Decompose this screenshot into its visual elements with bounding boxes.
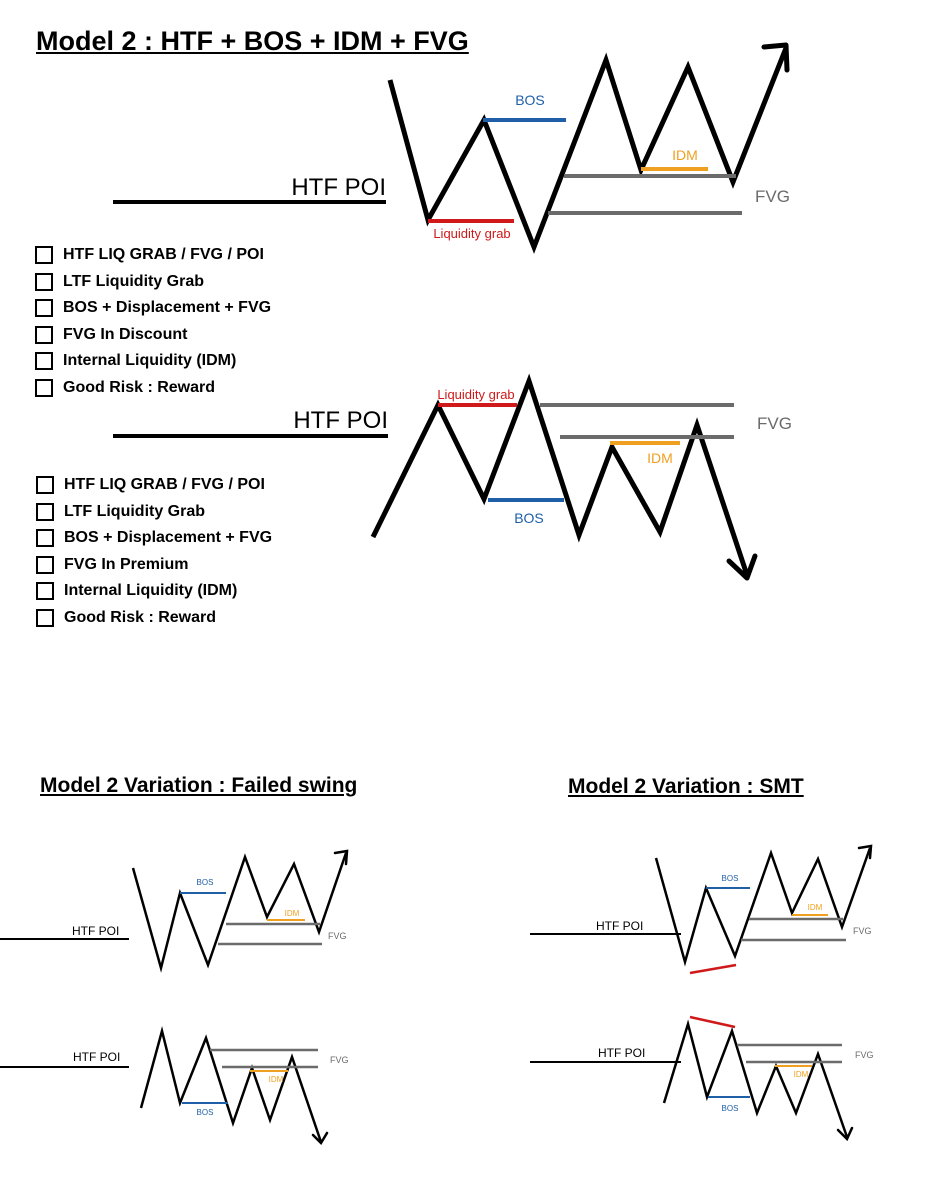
price-path (131, 852, 348, 973)
checklist-item-label: FVG In Premium (64, 555, 189, 573)
checklist-item: FVG In Premium (36, 552, 272, 579)
checklist-item: BOS + Displacement + FVG (35, 295, 271, 322)
checklist-item: LTF Liquidity Grab (35, 269, 271, 296)
checkbox[interactable] (36, 555, 54, 574)
checklist-item: Internal Liquidity (IDM) (36, 578, 272, 605)
checkbox[interactable] (36, 529, 54, 548)
fvg-label: FVG (330, 1055, 349, 1065)
checklist-item-label: Internal Liquidity (IDM) (64, 582, 238, 600)
checkbox[interactable] (35, 378, 53, 397)
checklist-item: Good Risk : Reward (36, 605, 272, 632)
idm-label: IDM (672, 147, 698, 163)
checklist-item-label: FVG In Discount (63, 325, 188, 343)
checklist-item: LTF Liquidity Grab (36, 499, 272, 526)
fvg-label: FVG (757, 414, 792, 433)
htf-poi-label: HTF POI (72, 924, 119, 938)
arrow-down-icon (726, 553, 758, 581)
liquidity-grab-label: Liquidity grab (437, 387, 514, 402)
checklist-item-label: Good Risk : Reward (64, 608, 217, 626)
bos-label: BOS (514, 510, 544, 526)
failed-swing-bullish-diagram: HTF POI BOS IDM FVG (0, 849, 349, 973)
price-path (370, 373, 750, 576)
checkbox[interactable] (36, 582, 54, 601)
price-path (387, 47, 789, 254)
checklist-item-label: HTF LIQ GRAB / FVG / POI (64, 476, 265, 494)
idm-label: IDM (808, 903, 823, 912)
htf-poi-label: HTF POI (596, 919, 643, 933)
idm-label: IDM (285, 909, 300, 918)
checklist-item-label: BOS + Displacement + FVG (63, 299, 272, 317)
htf-poi-label: HTF POI (291, 174, 386, 201)
bullish-checklist: HTF LIQ GRAB / FVG / POI LTF Liquidity G… (35, 242, 271, 401)
fvg-label: FVG (855, 1050, 874, 1060)
arrow-up-icon (761, 42, 790, 73)
fvg-label: FVG (853, 926, 872, 936)
smt-bullish-diagram: HTF POI BOS IDM FVG (530, 844, 873, 975)
idm-label: IDM (794, 1070, 809, 1079)
bos-label: BOS (722, 1104, 739, 1113)
liquidity-grab-label: Liquidity grab (433, 226, 510, 241)
failed-swing-title: Model 2 Variation : Failed swing (40, 774, 358, 797)
price-path (662, 1019, 849, 1138)
price-path (654, 847, 872, 967)
checklist-item: Internal Liquidity (IDM) (35, 348, 271, 375)
checklist-item: Good Risk : Reward (35, 375, 271, 402)
smt-divergence-line (689, 1015, 736, 1029)
checkbox[interactable] (36, 476, 54, 495)
smt-bearish-diagram: HTF POI FVG IDM BOS (530, 1015, 874, 1142)
bearish-model-diagram: HTF POI Liquidity grab FVG IDM BOS (113, 373, 792, 581)
smt-divergence-line (689, 963, 737, 975)
checkbox[interactable] (35, 325, 53, 344)
checkbox[interactable] (35, 246, 53, 265)
bullish-model-diagram: HTF POI BOS Liquidity grab IDM FVG (113, 42, 790, 254)
fvg-label: FVG (755, 187, 790, 206)
bos-label: BOS (722, 874, 739, 883)
failed-swing-bearish-diagram: HTF POI FVG IDM BOS (0, 1026, 349, 1146)
checkbox[interactable] (35, 272, 53, 291)
checklist-item: FVG In Discount (35, 322, 271, 349)
checkbox[interactable] (36, 502, 54, 521)
bos-label: BOS (197, 1108, 214, 1117)
idm-label: IDM (647, 450, 673, 466)
arrow-down-icon (836, 1126, 854, 1142)
checklist-item: HTF LIQ GRAB / FVG / POI (36, 472, 272, 499)
arrow-up-icon (857, 844, 873, 860)
checklist-item: HTF LIQ GRAB / FVG / POI (35, 242, 271, 269)
checklist-item-label: Internal Liquidity (IDM) (63, 352, 237, 370)
idm-label: IDM (269, 1075, 284, 1084)
checkbox[interactable] (36, 608, 54, 627)
htf-poi-label: HTF POI (73, 1050, 120, 1064)
bos-label: BOS (197, 878, 214, 887)
price-path (139, 1026, 323, 1143)
checkbox[interactable] (35, 352, 53, 371)
checklist-item-label: BOS + Displacement + FVG (64, 529, 273, 547)
checklist-item-label: Good Risk : Reward (63, 378, 216, 396)
checklist-item-label: LTF Liquidity Grab (64, 502, 206, 520)
checklist-item-label: LTF Liquidity Grab (63, 272, 205, 290)
arrow-up-icon (333, 849, 349, 866)
bearish-checklist: HTF LIQ GRAB / FVG / POI LTF Liquidity G… (36, 472, 272, 631)
main-title: Model 2 : HTF + BOS + IDM + FVG (36, 26, 469, 56)
fvg-label: FVG (328, 931, 347, 941)
bos-label: BOS (515, 92, 545, 108)
arrow-down-icon (311, 1131, 329, 1146)
checkbox[interactable] (35, 299, 53, 318)
htf-poi-label: HTF POI (293, 407, 388, 434)
checklist-item-label: HTF LIQ GRAB / FVG / POI (63, 246, 264, 264)
htf-poi-label: HTF POI (598, 1046, 645, 1060)
checklist-item: BOS + Displacement + FVG (36, 525, 272, 552)
smt-title: Model 2 Variation : SMT (568, 775, 804, 798)
